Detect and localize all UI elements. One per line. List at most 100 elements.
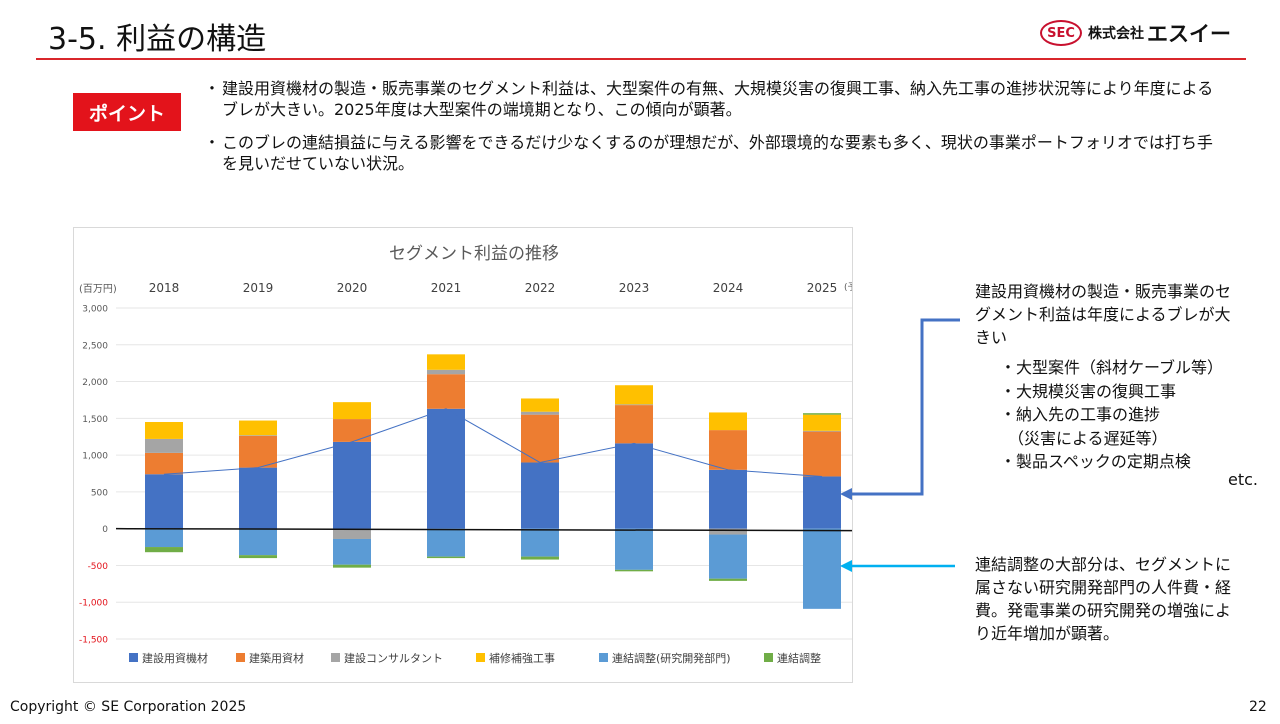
x-category-label: 2024 bbox=[713, 281, 744, 295]
y-tick-label: 2,500 bbox=[82, 341, 108, 351]
bar-segment bbox=[615, 569, 653, 572]
bar-segment bbox=[521, 462, 559, 529]
bar-segment bbox=[521, 414, 559, 463]
legend-swatch bbox=[764, 653, 773, 662]
note-etc: etc. bbox=[1228, 470, 1258, 489]
bar-segment bbox=[427, 354, 465, 370]
bar-segment bbox=[615, 528, 653, 570]
bar-segment bbox=[239, 435, 277, 468]
bar-segment bbox=[803, 430, 841, 432]
note-factor-item: （災害による遅延等） bbox=[1000, 428, 1168, 448]
legend-label: 建築用資材 bbox=[249, 651, 304, 665]
bar-segment bbox=[333, 419, 371, 442]
bar-segment bbox=[709, 469, 747, 529]
bar-segment bbox=[239, 420, 277, 436]
bar-segment bbox=[427, 556, 465, 559]
bullet-mark: ・ bbox=[204, 133, 221, 152]
bar-segment bbox=[333, 402, 371, 420]
footer-copyright: Copyright © SE Corporation 2025 bbox=[10, 699, 247, 715]
bar-segment bbox=[803, 528, 841, 609]
x-category-label: 2018 bbox=[149, 281, 180, 295]
y-tick-label: 1,000 bbox=[82, 452, 108, 462]
point-badge: ポイント bbox=[73, 93, 181, 131]
bar-segment bbox=[615, 405, 653, 444]
bar-segment bbox=[145, 438, 183, 453]
legend-label: 建設コンサルタント bbox=[344, 651, 443, 665]
note-factor-item: ・製品スペックの定期点検 bbox=[1000, 452, 1191, 471]
callout-arrowhead-light bbox=[840, 560, 852, 572]
bar-segment bbox=[145, 528, 183, 548]
legend-swatch bbox=[331, 653, 340, 662]
bar-segment bbox=[521, 398, 559, 412]
bar-segment bbox=[333, 528, 371, 539]
zero-axis-line bbox=[115, 527, 852, 532]
page-title: 3-5. 利益の構造 bbox=[48, 22, 267, 57]
bar-segment bbox=[333, 564, 371, 568]
point-bullet-text: このブレの連結損益に与える影響をできるだけ少なくするのが理想だが、外部環境的な要… bbox=[222, 133, 1213, 173]
point-bullet: ・ このブレの連結損益に与える影響をできるだけ少なくするのが理想だが、外部環境的… bbox=[204, 132, 1224, 174]
bar-segment bbox=[239, 435, 277, 436]
y-tick-label: 1,500 bbox=[82, 415, 108, 425]
y-tick-label: -500 bbox=[88, 562, 109, 572]
bar-segment bbox=[803, 431, 841, 477]
bar-segment bbox=[239, 555, 277, 559]
note-factors: ・大型案件（斜材ケーブル等） ・大規模災害の復興工事 ・納入先の工事の進捗 （災… bbox=[1000, 356, 1223, 474]
legend-swatch bbox=[129, 653, 138, 662]
callout-arrowhead-dark bbox=[840, 488, 852, 500]
bar-segment bbox=[145, 474, 183, 529]
trend-line bbox=[163, 408, 823, 477]
x-category-label: 2021 bbox=[431, 281, 462, 295]
chart-svg: セグメント利益の推移 (百万円) 3,000 2,500 2,000 1,500 1,000… bbox=[79, 244, 852, 665]
legend-swatch bbox=[599, 653, 608, 662]
bar-segment bbox=[145, 452, 183, 475]
company-logo: SEC 株式会社 エスイー bbox=[1040, 18, 1231, 48]
point-bullet: ・ 建設用資機材の製造・販売事業のセグメント利益は、大型案件の有無、大規模災害の… bbox=[204, 78, 1224, 120]
bar-segment bbox=[709, 412, 747, 431]
bar-segment bbox=[709, 528, 747, 535]
x-category-label: 2020 bbox=[337, 281, 368, 295]
point-bullets: ・ 建設用資機材の製造・販売事業のセグメント利益は、大型案件の有無、大規模災害の… bbox=[204, 78, 1224, 186]
x-category-label: 2022 bbox=[525, 281, 556, 295]
legend-label: 補修補強工事 bbox=[489, 651, 555, 665]
forecast-marker: (予) bbox=[844, 282, 852, 293]
x-category-label: 2023 bbox=[619, 281, 650, 295]
y-tick-label: -1,500 bbox=[79, 636, 108, 646]
bar-segment bbox=[427, 369, 465, 375]
note-factor-item: ・納入先の工事の進捗 bbox=[1000, 405, 1161, 424]
bar-segment bbox=[803, 413, 841, 415]
segment-profit-chart: セグメント利益の推移 (百万円) 3,000 2,500 2,000 1,500 1,000… bbox=[73, 227, 853, 683]
title-divider bbox=[36, 58, 1246, 60]
note-volatility: 建設用資機材の製造・販売事業のセグメント利益は年度によるブレが大きい bbox=[975, 282, 1232, 347]
legend-label: 建設用資機材 bbox=[142, 651, 208, 665]
bar-segment bbox=[427, 408, 465, 529]
bar-segment bbox=[803, 476, 841, 529]
note-factor-item: ・大型案件（斜材ケーブル等） bbox=[1000, 358, 1224, 377]
y-tick-label: 3,000 bbox=[82, 305, 108, 315]
legend-swatch bbox=[236, 653, 245, 662]
y-tick-label: 0 bbox=[102, 525, 108, 535]
bar-segment bbox=[521, 528, 559, 557]
x-category-label: 2025 bbox=[807, 281, 838, 295]
bar-segment bbox=[615, 404, 653, 406]
bar-segment bbox=[333, 441, 371, 529]
bar-segment bbox=[145, 422, 183, 439]
bar-segment bbox=[521, 411, 559, 415]
note-factor-item: ・大規模災害の復興工事 bbox=[1000, 381, 1177, 401]
note-adjustment: 連結調整の大部分は、セグメントに属さない研究開発部門の人件費・経費。発電事業の研… bbox=[975, 555, 1232, 643]
bar-segment bbox=[709, 534, 747, 579]
bar-segment bbox=[333, 538, 371, 565]
logo-name: エスイー bbox=[1147, 22, 1231, 46]
logo-seal: SEC bbox=[1040, 20, 1082, 46]
legend-label: 連結調整 bbox=[777, 651, 821, 665]
chart-title: セグメント利益の推移 bbox=[389, 244, 559, 264]
bar-segment bbox=[709, 578, 747, 581]
chart-unit-label: (百万円) bbox=[79, 283, 117, 295]
bar-segment bbox=[521, 556, 559, 560]
bar-segment bbox=[427, 374, 465, 409]
bar-segment bbox=[615, 443, 653, 529]
legend-swatch bbox=[476, 653, 485, 662]
y-tick-label: 500 bbox=[91, 488, 108, 498]
x-category-label: 2019 bbox=[243, 281, 274, 295]
point-bullet-text: 建設用資機材の製造・販売事業のセグメント利益は、大型案件の有無、大規模災害の復興… bbox=[222, 79, 1214, 119]
